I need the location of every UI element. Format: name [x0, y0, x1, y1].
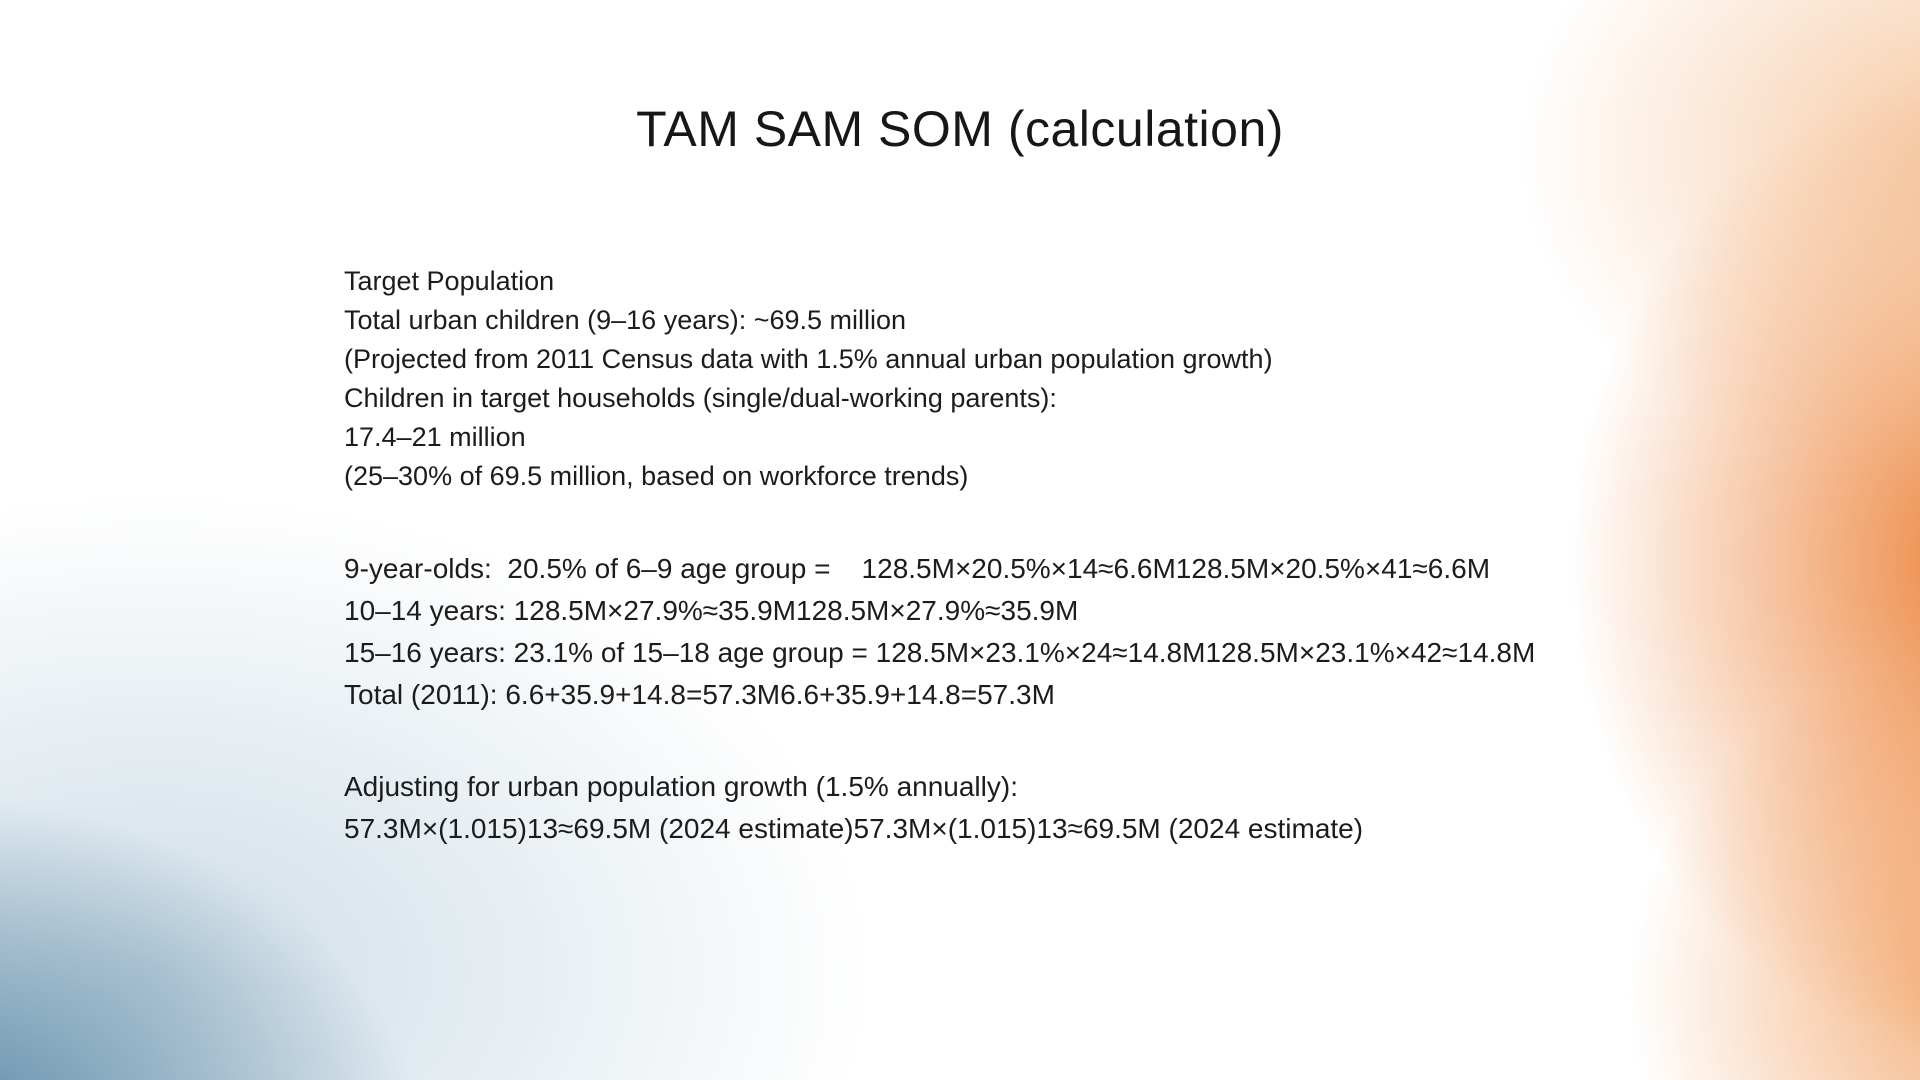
slide-title: TAM SAM SOM (calculation) — [636, 101, 1284, 157]
text-block-growth-adjustment: Adjusting for urban population growth (1… — [344, 766, 1800, 850]
line-growth-heading: Adjusting for urban population growth (1… — [344, 771, 1018, 802]
text-block-age-calculations: 9-year-olds: 20.5% of 6–9 age group = 12… — [344, 548, 1800, 716]
line-age-10-14: 10–14 years: 128.5M×27.9%≈35.9M128.5M×27… — [344, 595, 1079, 626]
line-total-2011: Total (2011): 6.6+35.9+14.8=57.3M6.6+35.… — [344, 679, 1055, 710]
line-workforce-trends: (25–30% of 69.5 million, based on workfo… — [344, 461, 969, 491]
line-age-9: 9-year-olds: 20.5% of 6–9 age group = 12… — [344, 553, 1491, 584]
line-census-projection: (Projected from 2011 Census data with 1.… — [344, 344, 1273, 374]
slide-body: Target Population Total urban children (… — [344, 262, 1800, 850]
line-target-population-heading: Target Population — [344, 266, 555, 296]
line-age-15-16: 15–16 years: 23.1% of 15–18 age group = … — [344, 637, 1536, 668]
line-growth-formula: 57.3M×(1.015)13≈69.5M (2024 estimate)57.… — [344, 813, 1364, 844]
text-block-target-population: Target Population Total urban children (… — [344, 262, 1800, 496]
line-total-urban-children: Total urban children (9–16 years): ~69.5… — [344, 305, 907, 335]
line-target-households: Children in target households (single/du… — [344, 383, 1057, 413]
line-household-range: 17.4–21 million — [344, 422, 526, 452]
